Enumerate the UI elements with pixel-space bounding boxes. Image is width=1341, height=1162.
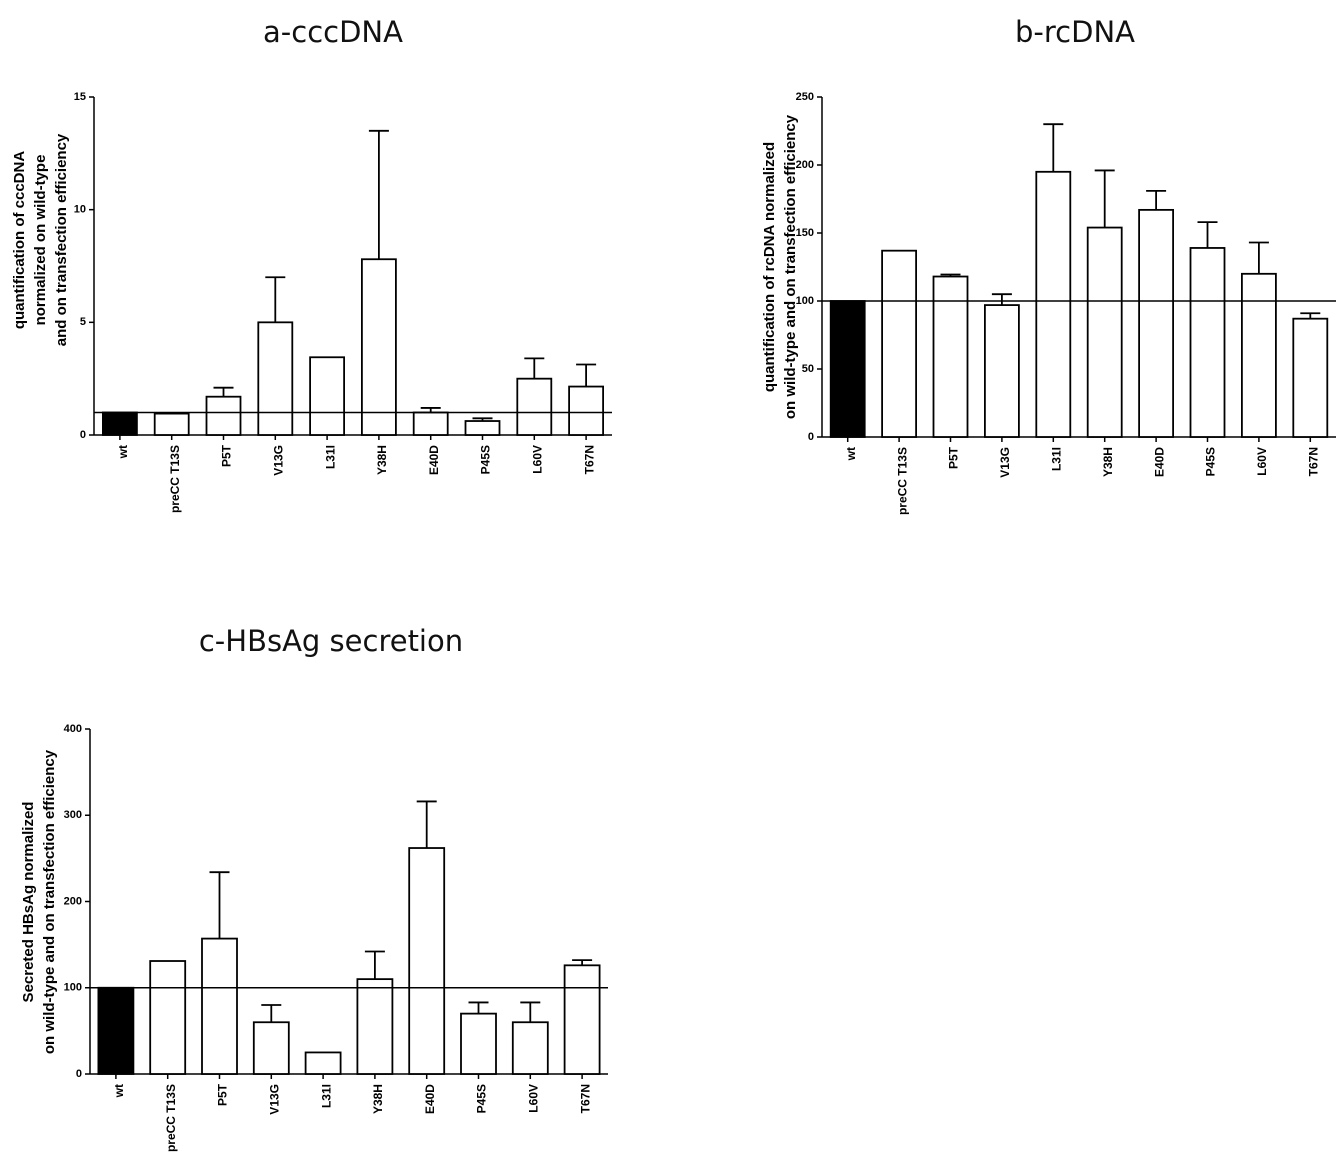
bar <box>102 411 138 436</box>
category-label: V13G <box>271 445 285 476</box>
category-label: Y38H <box>375 445 389 475</box>
y-tick-label: 250 <box>796 91 814 103</box>
bar <box>205 395 242 436</box>
category-label: P5T <box>220 444 234 467</box>
y-tick-label: 15 <box>74 91 86 103</box>
bar <box>360 258 397 436</box>
bar <box>568 385 604 436</box>
y-tick-label: 50 <box>802 363 814 375</box>
y-tick-label: 400 <box>64 723 82 735</box>
category-label: P45S <box>475 1084 489 1113</box>
y-tick-label: 5 <box>80 316 86 328</box>
category-label: L60V <box>526 1084 540 1113</box>
bar <box>153 412 190 436</box>
category-label: V13G <box>267 1084 281 1115</box>
bar <box>881 249 917 438</box>
chart-title: a-cccDNA <box>263 15 403 49</box>
category-label: Y38H <box>371 1084 385 1114</box>
bar <box>97 986 135 1075</box>
category-label: L60V <box>1255 447 1269 476</box>
bar <box>511 1021 549 1075</box>
category-label: E40D <box>427 445 441 475</box>
y-tick-label: 0 <box>80 429 86 441</box>
category-label: V13G <box>998 447 1012 478</box>
y-tick-label: 0 <box>808 431 814 443</box>
category-label: preCC T13S <box>164 1084 178 1152</box>
bar <box>1035 170 1072 438</box>
y-axis-label: quantification of cccDNA <box>11 151 28 330</box>
y-tick-label: 100 <box>64 982 82 994</box>
bar <box>252 1021 290 1075</box>
y-axis-label: and on transfection efficiency <box>53 133 70 346</box>
y-axis-label: normalized on wild-type <box>32 155 49 326</box>
category-label: L31I <box>323 445 337 469</box>
y-axis-label: quantification of rcDNA normalized <box>761 142 778 392</box>
chart-panel-1: a-cccDNA quantification of cccDNA normaliz… <box>11 15 612 513</box>
bar <box>829 300 866 438</box>
y-tick-label: 10 <box>74 204 86 216</box>
bar <box>356 978 394 1075</box>
y-tick-label: 150 <box>796 227 814 239</box>
y-axis-label: Secreted HBsAg normalized <box>20 802 37 1003</box>
category-label: L60V <box>530 445 544 474</box>
category-label: wt <box>116 445 130 459</box>
category-label: L31I <box>1049 447 1063 471</box>
category-label: wt <box>112 1084 126 1098</box>
category-label: L31I <box>319 1084 333 1108</box>
bar <box>1086 226 1123 438</box>
chart-title: b-rcDNA <box>1015 15 1135 49</box>
bar <box>984 304 1020 438</box>
bar <box>412 411 449 436</box>
category-label: E40D <box>423 1084 437 1114</box>
category-label: E40D <box>1152 447 1166 477</box>
y-tick-label: 0 <box>76 1068 82 1080</box>
category-label: T67N <box>582 445 596 474</box>
category-label: wt <box>844 447 858 461</box>
bar <box>464 420 501 436</box>
chart-panel-2: b-rcDNA quantification of rcDNA normalize… <box>761 15 1336 515</box>
y-tick-label: 200 <box>796 159 814 171</box>
chart-panel-3: c-HBsAg secretion Secreted HBsAg normaliz… <box>20 624 608 1152</box>
bar <box>1292 317 1329 438</box>
bar <box>304 1051 342 1075</box>
category-label: T67N <box>1306 447 1320 476</box>
category-label: preCC T13S <box>895 447 909 515</box>
category-label: P45S <box>1204 447 1218 476</box>
chart-title: c-HBsAg secretion <box>199 624 463 658</box>
y-tick-label: 200 <box>64 895 82 907</box>
bar <box>201 937 238 1075</box>
y-axis-label: on wild-type and on transfection efficie… <box>782 114 799 419</box>
category-label: P5T <box>216 1083 230 1106</box>
y-tick-label: 300 <box>64 809 82 821</box>
bar <box>309 356 346 436</box>
bar <box>1138 208 1174 438</box>
bar <box>1189 247 1226 438</box>
bar <box>1241 272 1277 438</box>
bar <box>460 1012 497 1075</box>
y-axis-label: on wild-type and on transfection efficie… <box>41 749 58 1054</box>
bar <box>563 964 601 1075</box>
category-label: Y38H <box>1101 447 1115 477</box>
bar <box>149 960 187 1075</box>
y-tick-label: 100 <box>796 295 814 307</box>
category-label: P5T <box>947 446 961 469</box>
category-label: preCC T13S <box>168 445 182 513</box>
category-label: T67N <box>578 1084 592 1113</box>
bar <box>257 321 294 436</box>
category-label: P45S <box>479 445 493 474</box>
bar <box>516 377 553 436</box>
bar <box>408 847 446 1075</box>
